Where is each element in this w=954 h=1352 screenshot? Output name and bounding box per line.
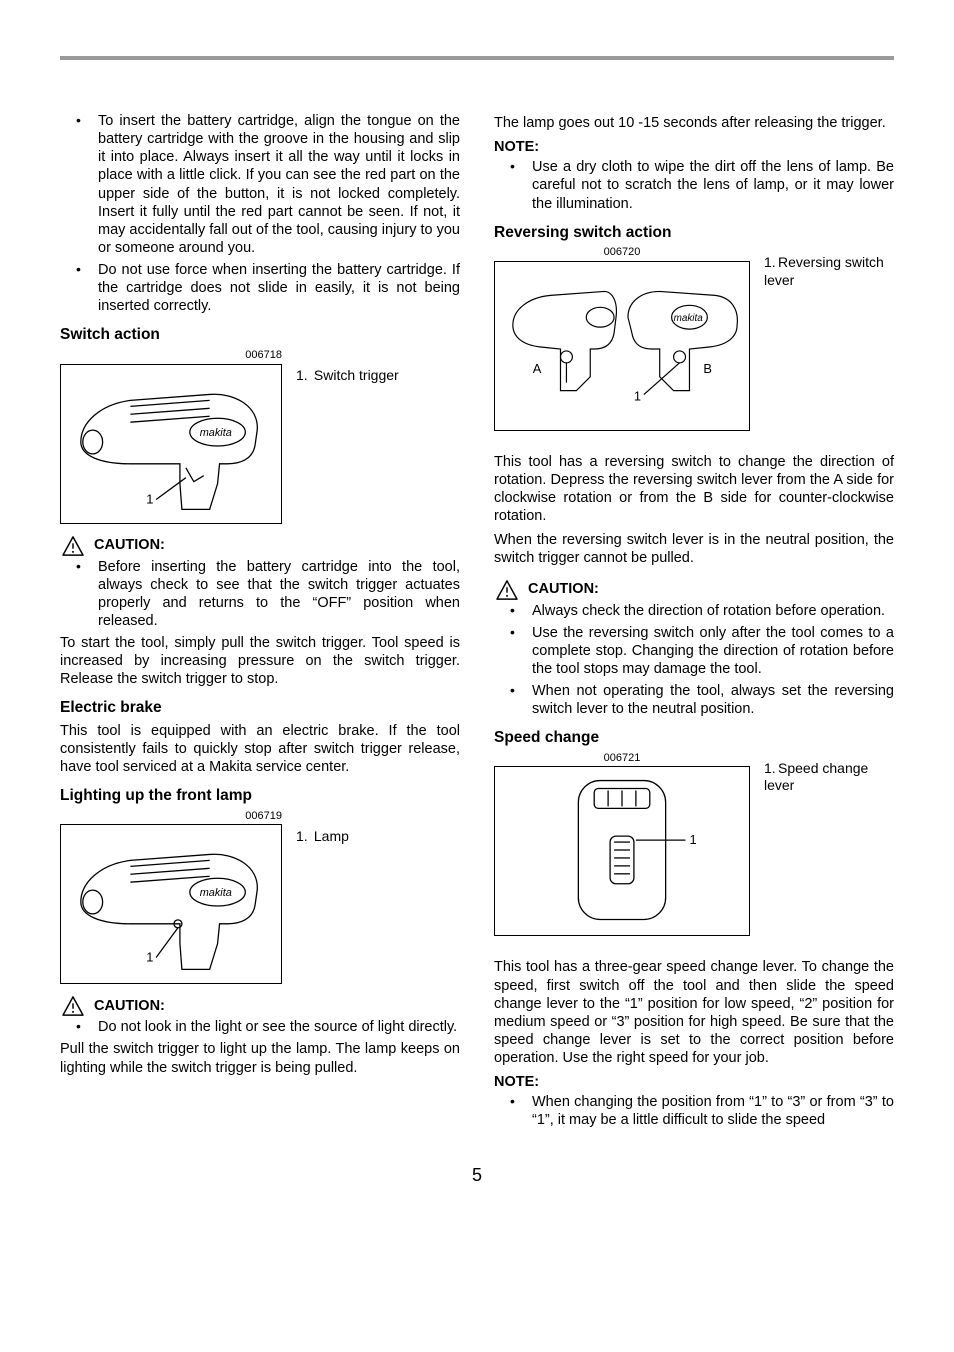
- figure-code: 006720: [494, 246, 750, 260]
- caution-label: CAUTION:: [94, 536, 165, 554]
- front-lamp-heading: Lighting up the front lamp: [60, 786, 460, 805]
- list-item: Use a dry cloth to wipe the dirt off the…: [532, 158, 894, 212]
- callout-number: 1.: [764, 254, 778, 272]
- callout-label: Lamp: [314, 828, 349, 844]
- callout-label: Speed change lever: [764, 760, 868, 794]
- note-label: NOTE:: [494, 1073, 894, 1091]
- body-text: To start the tool, simply pull the switc…: [60, 634, 460, 688]
- callout-number: 1.: [296, 828, 310, 846]
- list-item: Use the reversing switch only after the …: [532, 624, 894, 678]
- svg-text:A: A: [533, 361, 542, 376]
- speed-figure: 1: [494, 766, 750, 936]
- svg-text:makita: makita: [200, 887, 232, 899]
- intro-bullets: To insert the battery cartridge, align t…: [60, 112, 460, 315]
- page-number: 5: [60, 1164, 894, 1187]
- figure-container: 006721: [494, 752, 750, 937]
- svg-text:1: 1: [689, 832, 696, 847]
- left-column: To insert the battery cartridge, align t…: [60, 110, 460, 1134]
- warning-icon: [496, 580, 518, 600]
- electric-brake-heading: Electric brake: [60, 698, 460, 717]
- body-text: Pull the switch trigger to light up the …: [60, 1040, 460, 1076]
- right-column: The lamp goes out 10 -15 seconds after r…: [494, 110, 894, 1134]
- callout-number: 1.: [764, 760, 778, 778]
- list-item: When not operating the tool, always set …: [532, 682, 894, 718]
- figure-callouts: 1.Speed change lever: [764, 760, 894, 795]
- figure-container: 006719 1 makita: [60, 810, 282, 985]
- figure-callouts: 1. Switch trigger: [296, 367, 399, 385]
- note-bullets: When changing the position from “1” to “…: [494, 1093, 894, 1129]
- caution-label: CAUTION:: [94, 997, 165, 1015]
- callout-label: Reversing switch lever: [764, 254, 884, 288]
- svg-text:makita: makita: [200, 427, 232, 439]
- warning-icon: [62, 996, 84, 1016]
- reversing-heading: Reversing switch action: [494, 223, 894, 242]
- figure-code: 006718: [60, 349, 282, 363]
- figure-callouts: 1. Lamp: [296, 828, 349, 846]
- front-lamp-figure: 1 makita: [60, 824, 282, 984]
- caution-row: CAUTION:: [60, 996, 460, 1016]
- caution-bullets: Always check the direction of rotation b…: [494, 602, 894, 719]
- caution-bullets: Do not look in the light or see the sour…: [60, 1018, 460, 1036]
- warning-icon: [62, 536, 84, 556]
- list-item: Before inserting the battery cartridge i…: [98, 558, 460, 631]
- caution-label: CAUTION:: [528, 580, 599, 598]
- body-text: This tool has a reversing switch to chan…: [494, 453, 894, 526]
- svg-text:1: 1: [634, 388, 641, 403]
- reversing-figure: A B 1 makita: [494, 261, 750, 431]
- list-item: When changing the position from “1” to “…: [532, 1093, 894, 1129]
- body-text: This tool is equipped with an electric b…: [60, 722, 460, 776]
- list-item: Do not use force when inserting the batt…: [98, 261, 460, 315]
- figure-code: 006721: [494, 752, 750, 766]
- figure-container: 006718 1 makita: [60, 349, 282, 524]
- figure-code: 006719: [60, 810, 282, 824]
- callout-label: Switch trigger: [314, 367, 399, 383]
- note-bullets: Use a dry cloth to wipe the dirt off the…: [494, 158, 894, 212]
- note-label: NOTE:: [494, 138, 894, 156]
- figure-container: 006720: [494, 246, 750, 431]
- figure-callouts: 1.Reversing switch lever: [764, 254, 894, 289]
- caution-bullets: Before inserting the battery cartridge i…: [60, 558, 460, 631]
- svg-text:makita: makita: [674, 313, 704, 324]
- callout-number: 1.: [296, 367, 310, 385]
- body-text: This tool has a three-gear speed change …: [494, 958, 894, 1067]
- svg-text:1: 1: [146, 491, 153, 506]
- svg-text:B: B: [703, 361, 712, 376]
- header-rule: [60, 56, 894, 60]
- caution-row: CAUTION:: [494, 580, 894, 600]
- speed-change-heading: Speed change: [494, 728, 894, 747]
- switch-action-heading: Switch action: [60, 325, 460, 344]
- svg-text:1: 1: [146, 950, 153, 965]
- list-item: To insert the battery cartridge, align t…: [98, 112, 460, 257]
- switch-action-figure: 1 makita: [60, 364, 282, 524]
- body-text: The lamp goes out 10 -15 seconds after r…: [494, 114, 894, 132]
- list-item: Always check the direction of rotation b…: [532, 602, 894, 620]
- caution-row: CAUTION:: [60, 536, 460, 556]
- body-text: When the reversing switch lever is in th…: [494, 531, 894, 567]
- list-item: Do not look in the light or see the sour…: [98, 1018, 460, 1036]
